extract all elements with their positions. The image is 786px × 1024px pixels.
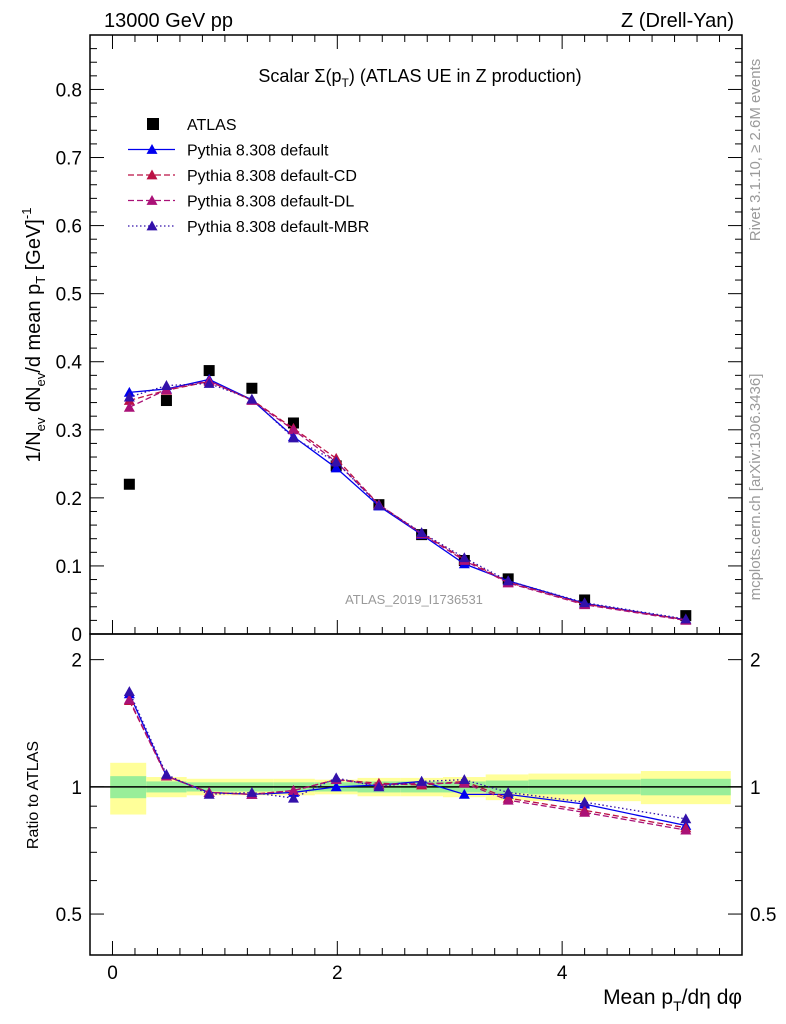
header-right: Z (Drell-Yan) <box>621 10 734 32</box>
series-point <box>373 499 385 510</box>
ratio-series-point <box>246 786 258 797</box>
atlas-data-point <box>203 365 215 377</box>
series-point <box>246 393 258 404</box>
legend-entry-label: Pythia 8.308 default-DL <box>187 194 354 211</box>
ratio-series-point <box>123 693 135 704</box>
x-tick-label: 2 <box>332 963 343 984</box>
main-y-tick-label: 0.6 <box>56 217 82 238</box>
ratio-series-line <box>128 699 686 831</box>
ratio-series-point <box>123 686 135 697</box>
main-series-group <box>123 365 692 625</box>
ratio-series-line <box>128 700 686 829</box>
ratio-series-line <box>128 693 686 827</box>
series-point <box>287 432 299 443</box>
ratio-y-tick-label: 1 <box>71 778 82 799</box>
main-y-tick-label: 0.8 <box>56 80 82 101</box>
legend-marker <box>146 195 158 205</box>
main-y-tick-label: 0.2 <box>56 489 82 510</box>
series-point <box>123 401 135 412</box>
ratio-series-point <box>579 806 591 817</box>
main-y-axis-label: 1/Nev dNev/d mean pT [GeV]-1 <box>19 208 48 463</box>
series-point <box>160 380 172 390</box>
ratio-y-tick-label-right: 2 <box>750 651 761 672</box>
ratio-series-point <box>203 788 215 799</box>
series-point <box>579 597 591 608</box>
ratio-y-tick-label: 2 <box>71 651 82 672</box>
series-line <box>129 382 686 620</box>
ratio-series-point <box>579 796 591 807</box>
legend-entry-label: Pythia 8.308 default-MBR <box>187 219 369 236</box>
ratio-series-point <box>373 781 385 792</box>
series-point <box>458 552 470 563</box>
series-point <box>680 613 692 624</box>
ratio-series-point <box>680 813 692 824</box>
x-axis-label: Mean pT/dη dφ <box>603 986 742 1014</box>
legend-marker <box>146 169 158 180</box>
series-line <box>129 380 686 621</box>
ratio-series-point <box>458 774 470 785</box>
ratio-series-point <box>502 794 514 805</box>
plot-title: Scalar Σ(pT) (ATLAS UE in Z production) <box>258 66 581 90</box>
ratio-series-point <box>287 792 299 803</box>
ratio-y-axis-label: Ratio to ATLAS <box>25 741 42 849</box>
ratio-y-tick-label-right: 0.5 <box>750 905 776 926</box>
series-point <box>502 575 514 586</box>
ratio-y-tick-label: 0.5 <box>56 905 82 926</box>
axis-tick-labels: 0 0.1 0.2 0.3 0.4 0.5 0.6 0.7 0.8 0 2 4 0.5 0.5 1 1 2 2 <box>56 80 777 984</box>
ratio-series-point <box>458 788 470 799</box>
legend-entry-label: Pythia 8.308 default <box>187 143 329 160</box>
legend-entry-label: ATLAS <box>187 117 237 134</box>
series-point <box>203 378 215 388</box>
series-line <box>129 380 686 622</box>
legend-entry-label: Pythia 8.308 default-CD <box>187 168 357 185</box>
ratio-series-point <box>287 785 299 795</box>
header-left: 13000 GeV pp <box>104 10 233 32</box>
main-y-tick-label: 0.4 <box>56 353 83 374</box>
ratio-series-group <box>123 686 692 835</box>
mcplots-label: mcplots.cern.ch [arXiv:1306.3436] <box>747 374 764 601</box>
series-point <box>416 527 428 537</box>
axis-ticks <box>90 34 743 955</box>
main-y-tick-label: 0.3 <box>56 421 82 442</box>
legend-marker-atlas <box>147 118 159 130</box>
atlas-data-point <box>160 395 172 407</box>
ratio-series-point <box>330 772 342 783</box>
series-point <box>330 456 342 467</box>
series-line <box>129 378 686 621</box>
series-point <box>287 424 299 435</box>
ratio-series-point <box>416 775 428 786</box>
atlas-data-point <box>123 478 135 490</box>
ratio-y-tick-label-right: 1 <box>750 778 761 799</box>
main-y-tick-label: 0.5 <box>56 285 82 306</box>
legend-marker <box>146 144 158 154</box>
main-y-tick-label: 0.1 <box>56 557 82 578</box>
main-y-tick-label: 0 <box>71 625 82 646</box>
ratio-series-point <box>330 781 342 792</box>
ratio-series-point <box>502 786 514 797</box>
x-tick-label: 0 <box>107 963 118 984</box>
ratio-series-point <box>680 824 692 835</box>
ratio-plot-frame <box>89 633 743 956</box>
atlas-data-point <box>246 382 258 394</box>
legend-marker <box>146 220 158 231</box>
x-tick-label: 4 <box>557 963 568 984</box>
series-point <box>123 391 135 402</box>
series-point <box>330 462 342 473</box>
ratio-series-point <box>160 768 172 779</box>
main-y-tick-label: 0.7 <box>56 149 82 170</box>
analysis-id-watermark: ATLAS_2019_I1736531 <box>345 592 483 607</box>
legend: ATLAS Pythia 8.308 default Pythia 8.308 de… <box>128 117 369 236</box>
rivet-version-label: Rivet 3.1.10, ≥ 2.6M events <box>747 59 764 242</box>
